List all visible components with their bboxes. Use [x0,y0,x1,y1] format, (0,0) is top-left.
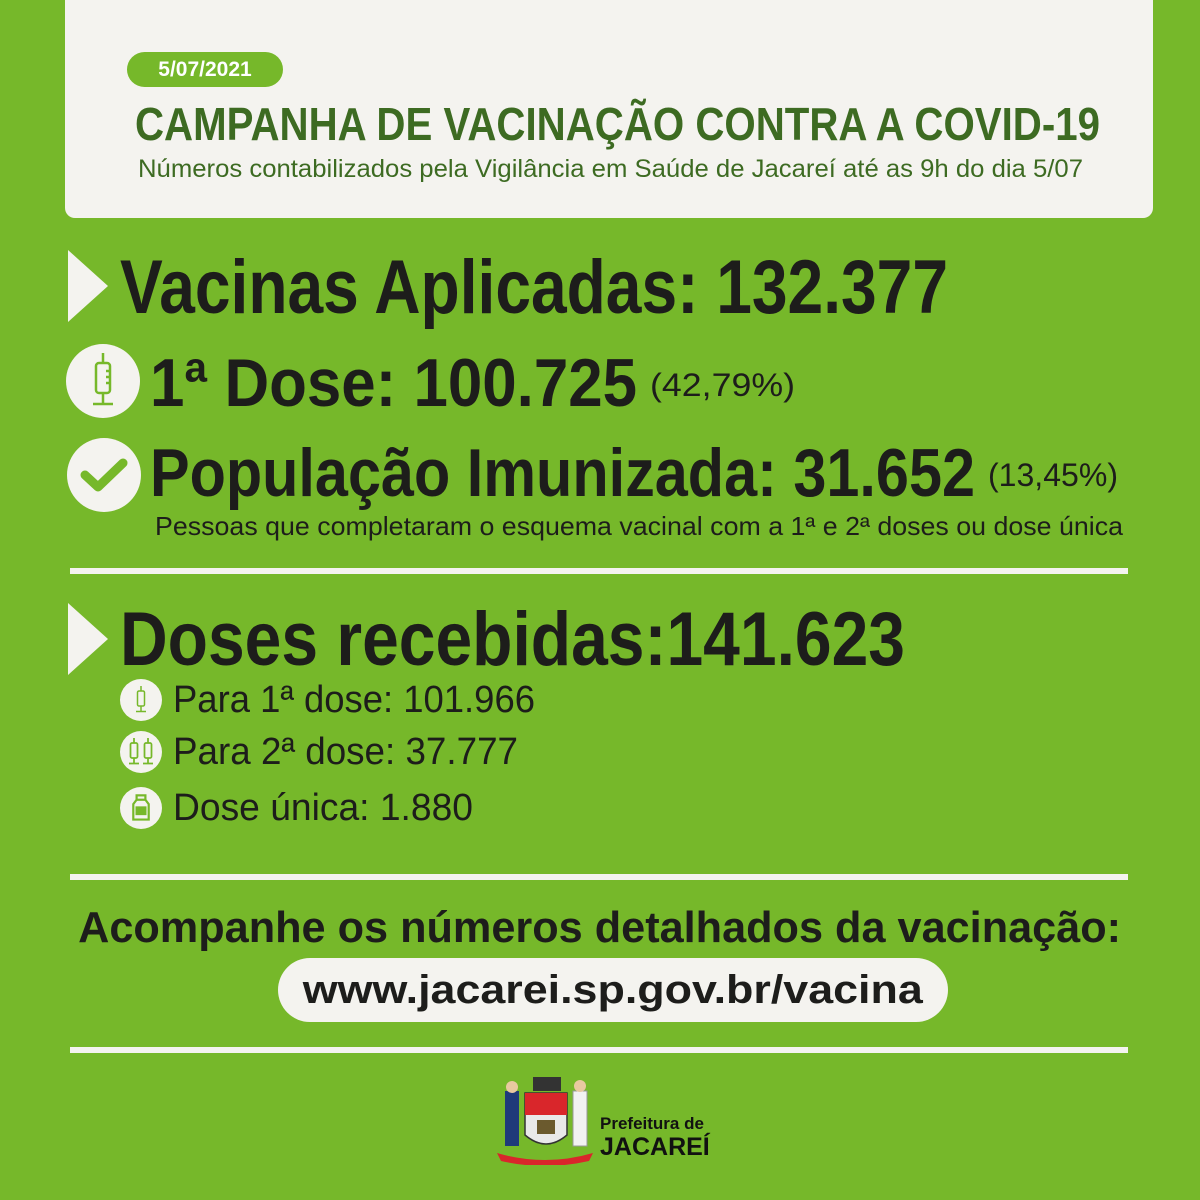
page-subtitle: Números contabilizados pela Vigilância e… [138,155,1083,183]
received-second-dose: Para 2ª dose: 37.777 [173,731,518,773]
first-dose: 1ª Dose: 100.725 [150,345,637,421]
received-single-dose: Dose única: 1.880 [173,787,473,829]
arrow-icon [68,250,108,322]
check-icon [67,438,141,512]
doses-received: Doses recebidas:141.623 [120,597,905,682]
city-coat-of-arms-logo [495,1075,595,1170]
divider [70,874,1128,880]
divider [70,568,1128,574]
page-title: CAMPANHA DE VACINAÇÃO CONTRA A COVID-19 [135,98,1100,150]
cta-text: Acompanhe os números detalhados da vacin… [78,903,1122,952]
vaccines-applied: Vacinas Aplicadas: 132.377 [120,245,948,330]
received-first-dose: Para 1ª dose: 101.966 [173,679,535,721]
arrow-icon [68,603,108,675]
immunized-note: Pessoas que completaram o esquema vacina… [155,511,1123,541]
first-dose-percent: (42,79%) [650,367,795,403]
website-link[interactable]: www.jacarei.sp.gov.br/vacina [278,958,948,1022]
immunized-population: População Imunizada: 31.652 [150,435,975,511]
logo-text: Prefeitura de JACAREÍ [600,1114,710,1161]
two-syringes-icon [120,731,162,773]
header-card [65,0,1153,218]
date-badge: 5/07/2021 [127,52,283,87]
divider [70,1047,1128,1053]
immunized-percent: (13,45%) [988,457,1118,493]
syringe-icon [120,679,162,721]
vial-icon [120,787,162,829]
syringe-icon [66,344,140,418]
